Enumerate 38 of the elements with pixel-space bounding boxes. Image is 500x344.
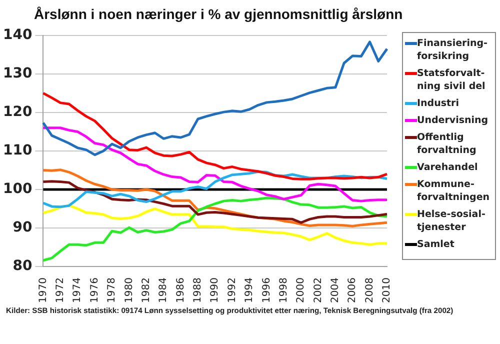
x-tick-label: 1984	[158, 278, 170, 304]
x-tick-label: 1980	[124, 278, 135, 304]
legend-label: Finansiering-forsikring	[417, 37, 488, 63]
x-tick-label: 1996	[261, 278, 272, 304]
x-tick-label: 2010	[382, 278, 393, 304]
y-tick-label: 140	[2, 27, 32, 44]
legend-label: Kommune-forvaltningen	[417, 178, 491, 204]
x-tick-label: 1990	[210, 278, 221, 304]
x-tick-label: 1982	[140, 278, 152, 304]
x-tick-label: 1994	[244, 278, 256, 304]
legend-label: Varehandel	[417, 161, 478, 174]
x-tick-label: 2002	[312, 278, 324, 304]
x-tick-label: 1992	[226, 278, 238, 304]
x-tick-label: 2008	[364, 278, 376, 304]
x-tick-label: 2006	[347, 278, 358, 304]
y-tick-label: 80	[12, 258, 32, 274]
legend-label: Offentlig forvaltning	[417, 131, 478, 157]
y-tick-label: 120	[2, 104, 32, 120]
x-tick-label: 1976	[89, 278, 100, 304]
y-tick-label: 100	[2, 181, 32, 198]
x-tick-label: 1978	[106, 278, 118, 304]
x-tick-label: 1986	[175, 278, 186, 304]
y-tick-label: 110	[2, 142, 32, 159]
x-tick-label: 1998	[278, 278, 290, 304]
x-tick-label: 1972	[55, 278, 66, 304]
x-tick-label: 1974	[72, 278, 84, 304]
x-tick-label: 2004	[330, 278, 342, 304]
x-tick-label: 2000	[296, 278, 307, 304]
y-tick-label: 90	[12, 220, 32, 236]
x-tick-label: 1970	[38, 278, 49, 304]
legend-label: Statsforvalt-ning sivil del	[417, 67, 486, 93]
x-tick-label: 1988	[192, 278, 204, 304]
legend-label: Undervisning	[417, 114, 488, 127]
legend-label: Samlet	[417, 238, 454, 251]
y-tick-label: 130	[2, 66, 32, 82]
chart-title: Årslønn i noen næringer i % av gjennomsnittlig årslønn	[34, 6, 404, 22]
legend-label: Industri	[417, 97, 459, 110]
legend-label: Helse-sosial-tjenester	[417, 208, 486, 234]
